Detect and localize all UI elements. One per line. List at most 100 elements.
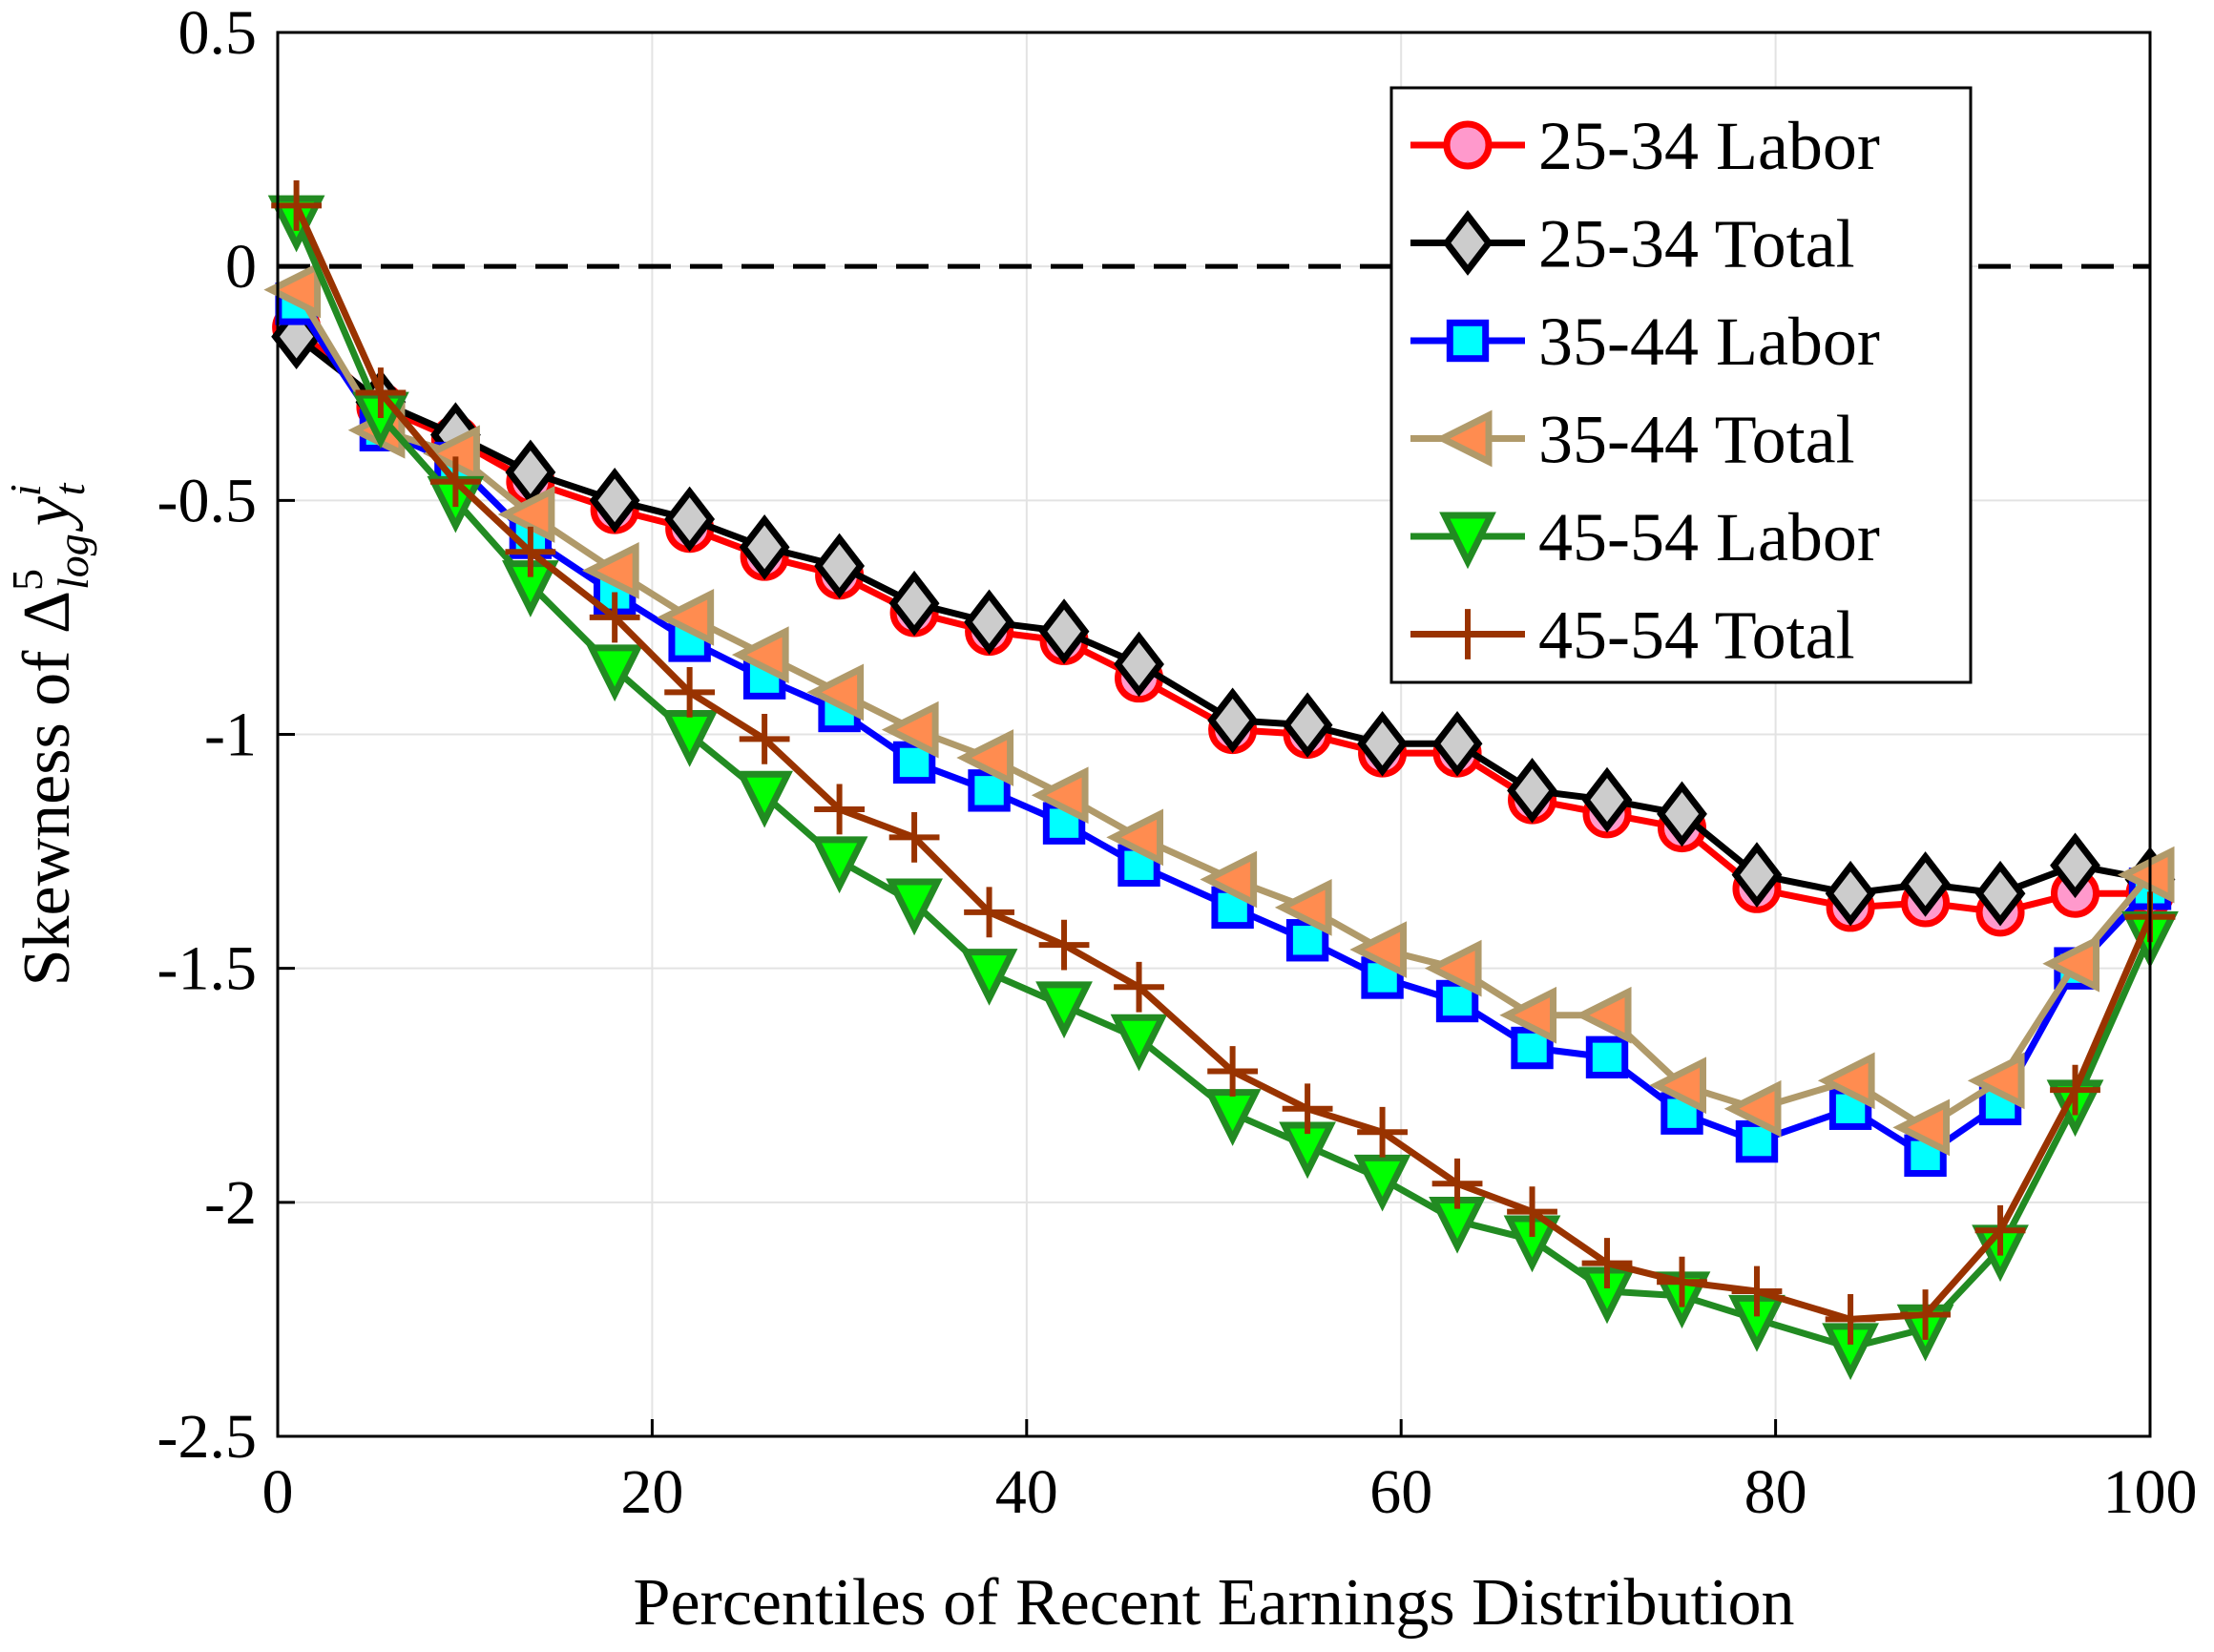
legend-item: 45-54 Total [1410, 597, 1855, 674]
diamond-marker [589, 467, 640, 533]
plus-marker [1507, 1186, 1557, 1238]
plus-marker [1974, 1204, 2026, 1256]
series-45-54-total [271, 180, 2176, 1345]
legend-label: 45-54 Labor [1538, 499, 1880, 575]
plus-marker [271, 180, 323, 231]
diamond-marker [1114, 631, 1164, 698]
legend-item: 35-44 Labor [1410, 303, 1880, 380]
plus-marker [814, 784, 865, 835]
y-tick-label: -2.5 [157, 1402, 257, 1472]
y-label-symbol: Δ [10, 591, 84, 634]
triangle-left-marker [1892, 1098, 1951, 1157]
triangle-left-marker [1424, 939, 1482, 997]
plus-marker [1114, 961, 1164, 1013]
triangle-left-marker [497, 486, 555, 543]
diamond-marker [1731, 842, 1783, 908]
plus-marker [1207, 1046, 1259, 1097]
x-tick-label: 20 [620, 1457, 683, 1527]
legend: 25-34 Labor 25-34 Total 35-44 Labor 35-44 T… [1389, 86, 1973, 684]
triangle-left-marker [263, 261, 322, 319]
y-tick-label: -2 [204, 1168, 257, 1238]
y-tick-label: 0.5 [178, 0, 258, 68]
y-label-var-sup: i [1, 484, 50, 496]
diamond-marker [739, 514, 790, 580]
triangle-down-marker [810, 836, 868, 894]
diamond-marker [964, 589, 1014, 656]
plus-marker [1038, 919, 1090, 971]
triangle-down-marker [1353, 1154, 1411, 1212]
legend-label: 35-44 Labor [1538, 303, 1880, 380]
x-axis-label: Percentiles of Recent Earnings Distribut… [634, 1566, 1795, 1640]
triangle-left-marker [581, 542, 639, 599]
y-label-prefix: Skewness of [10, 634, 84, 986]
triangle-down-marker [960, 949, 1018, 1006]
series-35-44-total [263, 261, 2175, 1157]
x-tick-label: 40 [995, 1457, 1058, 1527]
triangle-left-marker [1649, 1056, 1706, 1115]
plus-marker [1731, 1265, 1783, 1317]
plus-marker [664, 666, 716, 718]
square-marker [1585, 1035, 1629, 1079]
y-label-sub: log [49, 533, 97, 590]
diamond-marker [1900, 851, 1951, 917]
legend-box [1389, 86, 1973, 684]
plus-marker [589, 592, 640, 643]
diamond-marker [2050, 832, 2100, 899]
x-tick-label: 0 [262, 1457, 294, 1527]
diamond-marker [1038, 598, 1090, 664]
y-axis-label: Skewness of Δ5logyit [1, 482, 97, 986]
triangle-left-marker [1574, 986, 1632, 1044]
legend-label: 45-54 Total [1538, 597, 1855, 674]
diamond-marker [664, 486, 716, 553]
triangle-left-marker [1031, 766, 1089, 825]
plus-marker [429, 456, 481, 508]
y-tick-label: -1 [204, 701, 257, 770]
legend-item: 25-34 Total [1410, 206, 1855, 282]
triangle-left-marker [1349, 921, 1408, 978]
triangle-down-marker [1035, 981, 1093, 1039]
diamond-marker [1581, 766, 1633, 833]
plus-marker [964, 887, 1014, 938]
triangle-left-marker [881, 701, 939, 759]
series-25-34-total [271, 303, 2176, 927]
triangle-left-marker [1723, 1079, 1782, 1138]
plus-marker [1357, 1106, 1408, 1158]
diamond-marker [1825, 860, 1876, 927]
plus-marker [888, 811, 940, 863]
plus-marker [1657, 1256, 1707, 1307]
x-tick-label: 80 [1744, 1457, 1807, 1527]
plus-marker [1581, 1238, 1633, 1288]
triangle-down-marker [1110, 1014, 1168, 1072]
y-tick-label: -1.5 [157, 934, 257, 1004]
diamond-marker [1974, 860, 2026, 927]
diamond-marker [888, 570, 940, 637]
triangle-down-marker [886, 878, 943, 936]
triangle-down-marker [736, 770, 793, 828]
tick-labels: 0 20 40 60 80 100 0.5 0 -0.5 -1 -1.5 -2 -2.5 [157, 0, 2198, 1527]
y-label-var-sub: t [45, 482, 94, 495]
triangle-left-marker [806, 663, 865, 721]
plus-marker [505, 526, 556, 577]
diamond-marker [1282, 692, 1333, 759]
plus-marker [355, 367, 407, 418]
plus-marker [1900, 1289, 1951, 1340]
triangle-left-marker [657, 589, 715, 646]
triangle-left-marker [731, 626, 789, 684]
plus-marker [1431, 1158, 1483, 1209]
diamond-marker [1442, 210, 1493, 276]
triangle-left-marker [1967, 1052, 2025, 1110]
triangle-left-marker [2042, 934, 2100, 993]
series-group [263, 180, 2179, 1381]
legend-label: 25-34 Labor [1538, 108, 1880, 184]
square-marker [1446, 319, 1490, 363]
triangle-left-marker [1434, 409, 1493, 468]
plot-frame [276, 31, 2152, 1438]
legend-item: 45-54 Labor [1410, 499, 1880, 575]
diamond-marker [1507, 757, 1557, 824]
diamond-marker [1357, 710, 1408, 777]
triangle-down-marker [1439, 512, 1496, 570]
triangle-left-marker [1200, 850, 1258, 909]
plus-marker [1825, 1294, 1876, 1345]
triangle-left-marker [2117, 846, 2175, 904]
